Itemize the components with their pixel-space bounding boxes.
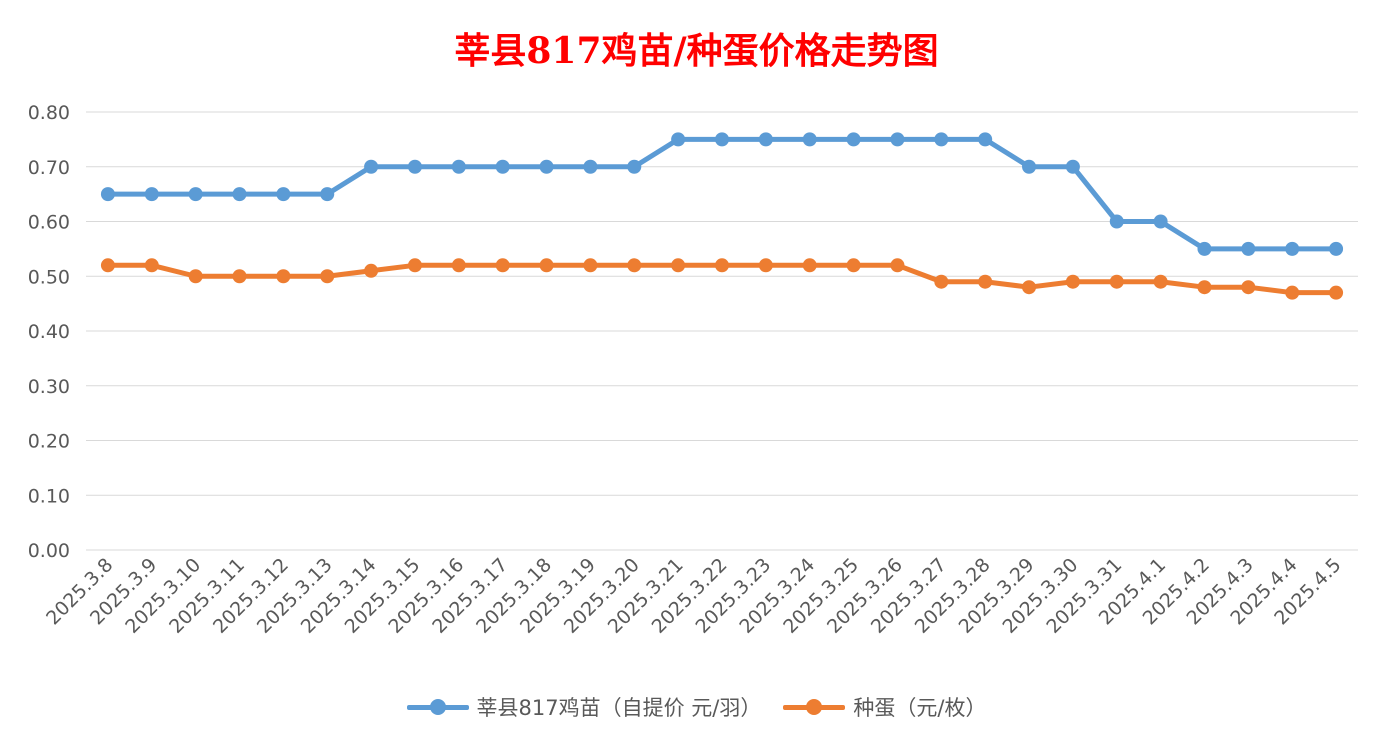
data-point-0[interactable] — [451, 159, 466, 174]
y-tick-label: 0.30 — [28, 376, 70, 398]
data-point-1[interactable] — [144, 258, 159, 273]
data-point-0[interactable] — [539, 159, 554, 174]
legend-label-chick: 莘县817鸡苗（自提价 元/羽） — [476, 696, 762, 720]
data-point-1[interactable] — [1329, 285, 1344, 300]
data-point-1[interactable] — [539, 258, 554, 273]
data-point-0[interactable] — [758, 132, 773, 147]
data-point-0[interactable] — [144, 187, 159, 202]
data-point-1[interactable] — [671, 258, 686, 273]
chart-title: 莘县817鸡苗/种蛋价格走势图 — [454, 30, 939, 72]
legend-item-egg: 种蛋（元/枚） — [783, 692, 986, 722]
data-point-1[interactable] — [188, 269, 203, 284]
data-point-1[interactable] — [276, 269, 291, 284]
data-point-0[interactable] — [1109, 214, 1124, 229]
data-point-1[interactable] — [1241, 280, 1256, 295]
data-point-0[interactable] — [1285, 241, 1300, 256]
data-point-0[interactable] — [1153, 214, 1168, 229]
data-point-0[interactable] — [890, 132, 905, 147]
data-point-1[interactable] — [1065, 274, 1080, 289]
data-point-0[interactable] — [802, 132, 817, 147]
data-point-0[interactable] — [627, 159, 642, 174]
data-point-0[interactable] — [934, 132, 949, 147]
y-tick-label: 0.40 — [28, 321, 70, 343]
data-point-1[interactable] — [495, 258, 510, 273]
y-tick-label: 0.50 — [28, 266, 70, 288]
legend-swatch-egg — [783, 698, 846, 716]
y-tick-label: 0.60 — [28, 212, 70, 234]
data-point-1[interactable] — [1285, 285, 1300, 300]
data-point-1[interactable] — [890, 258, 905, 273]
data-point-0[interactable] — [846, 132, 861, 147]
data-point-0[interactable] — [100, 187, 115, 202]
y-tick-label: 0.00 — [28, 540, 70, 562]
data-point-1[interactable] — [364, 263, 379, 278]
data-point-1[interactable] — [846, 258, 861, 273]
y-tick-label: 0.10 — [28, 485, 70, 507]
legend-label-egg: 种蛋（元/枚） — [853, 696, 987, 720]
data-point-0[interactable] — [1197, 241, 1212, 256]
data-point-0[interactable] — [495, 159, 510, 174]
data-point-0[interactable] — [320, 187, 335, 202]
data-point-0[interactable] — [188, 187, 203, 202]
data-point-0[interactable] — [1065, 159, 1080, 174]
legend: 莘县817鸡苗（自提价 元/羽） 种蛋（元/枚） — [0, 692, 1393, 722]
data-point-0[interactable] — [364, 159, 379, 174]
data-point-1[interactable] — [1153, 274, 1168, 289]
data-point-1[interactable] — [1022, 280, 1037, 295]
data-point-0[interactable] — [715, 132, 729, 147]
data-point-1[interactable] — [627, 258, 642, 273]
data-point-0[interactable] — [1022, 159, 1037, 174]
y-tick-label: 0.70 — [28, 157, 70, 179]
data-point-1[interactable] — [715, 258, 729, 273]
data-point-1[interactable] — [1109, 274, 1124, 289]
data-point-1[interactable] — [802, 258, 817, 273]
data-point-1[interactable] — [583, 258, 598, 273]
data-point-0[interactable] — [671, 132, 686, 147]
data-point-1[interactable] — [320, 269, 335, 284]
legend-swatch-chick — [406, 698, 469, 716]
data-point-1[interactable] — [100, 258, 115, 273]
y-tick-label: 0.80 — [28, 102, 70, 124]
data-point-1[interactable] — [232, 269, 247, 284]
data-point-0[interactable] — [978, 132, 993, 147]
data-point-1[interactable] — [978, 274, 993, 289]
series-line-0 — [105, 136, 1339, 252]
data-point-1[interactable] — [758, 258, 773, 273]
data-point-0[interactable] — [1241, 241, 1256, 256]
data-point-1[interactable] — [451, 258, 466, 273]
data-point-0[interactable] — [232, 187, 247, 202]
data-point-0[interactable] — [407, 159, 422, 174]
data-point-1[interactable] — [407, 258, 422, 273]
data-point-0[interactable] — [1329, 241, 1344, 256]
data-point-1[interactable] — [1197, 280, 1212, 295]
data-point-0[interactable] — [583, 159, 598, 174]
y-tick-label: 0.20 — [28, 431, 70, 453]
data-point-1[interactable] — [934, 274, 949, 289]
legend-item-chick: 莘县817鸡苗（自提价 元/羽） — [406, 692, 762, 722]
data-point-0[interactable] — [276, 187, 291, 202]
